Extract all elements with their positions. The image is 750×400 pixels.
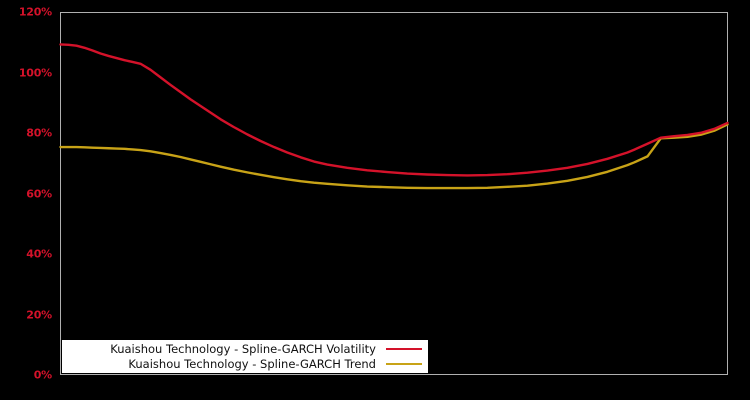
plot-area [60,12,728,375]
y-tick-label-100: 100% [18,66,52,79]
legend-item-volatility: Kuaishou Technology - Spline-GARCH Volat… [62,342,428,357]
legend-item-trend: Kuaishou Technology - Spline-GARCH Trend [62,357,428,372]
legend-swatch-trend-icon [386,363,422,365]
legend-label-trend: Kuaishou Technology - Spline-GARCH Trend [128,356,376,371]
chart-legend: Kuaishou Technology - Spline-GARCH Volat… [62,340,428,373]
y-tick-label-80: 80% [26,126,52,140]
y-tick-label-0: 0% [33,368,52,382]
y-axis: 120% 100% 80% 60% 40% 20% 0% [0,0,56,400]
y-tick-label-20: 20% [26,308,52,321]
y-tick-label-40: 40% [26,247,52,261]
y-tick-label-120: 120% [18,5,52,19]
y-tick-label-60: 60% [26,187,52,200]
legend-label-volatility: Kuaishou Technology - Spline-GARCH Volat… [110,341,376,356]
legend-swatch-volatility-icon [386,348,422,350]
